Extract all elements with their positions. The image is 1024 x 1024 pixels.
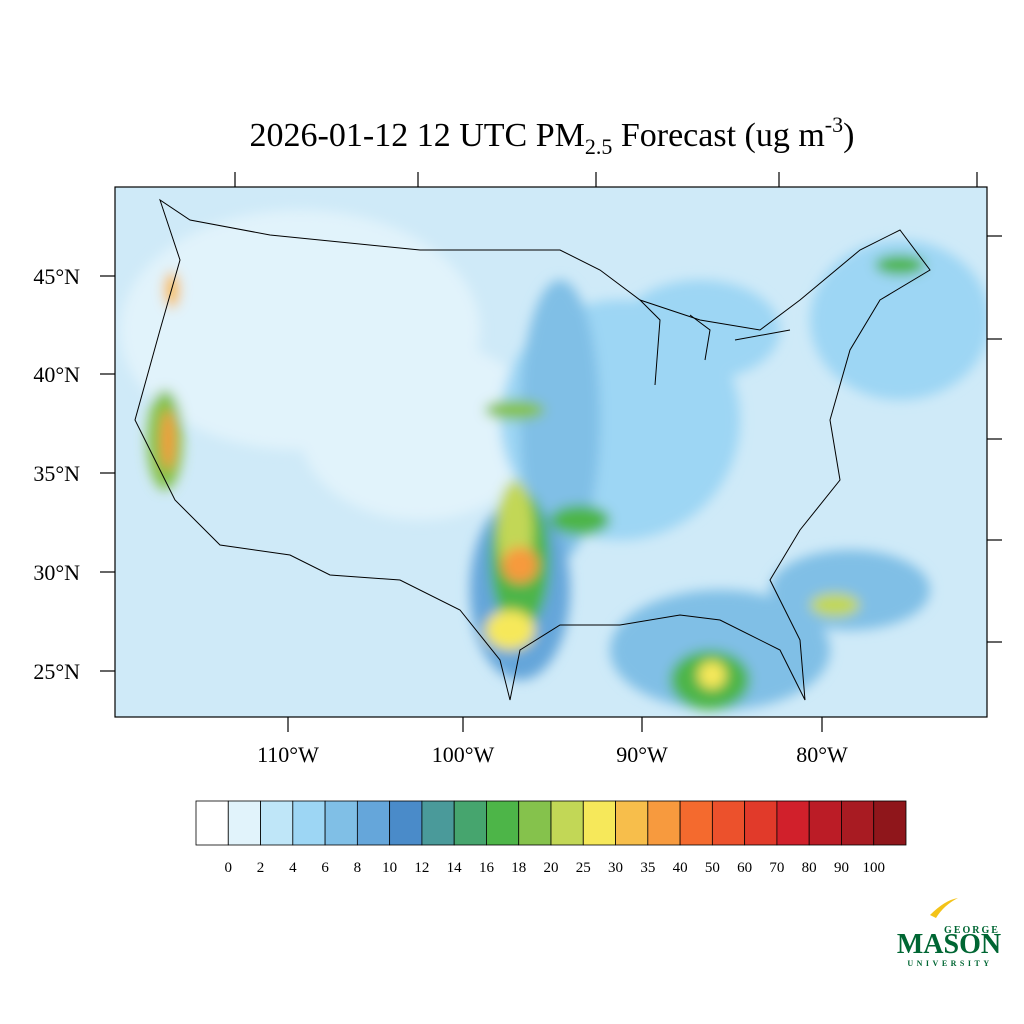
- colorbar-label: 90: [834, 860, 849, 876]
- title-main: 2026-01-12 12 UTC PM: [250, 117, 585, 154]
- colorbar-box: [356, 800, 391, 846]
- colorbar-box: [292, 800, 326, 846]
- colorbar-box: [873, 800, 907, 846]
- colorbar-box: [324, 800, 358, 846]
- map-field: [115, 187, 987, 717]
- logo-top: GEORGE: [944, 925, 1000, 936]
- longitude-label: 80°W: [796, 742, 848, 767]
- colorbar-box: [389, 800, 423, 846]
- colorbar-box: [260, 800, 294, 846]
- map-frame: [114, 186, 988, 718]
- colorbar-label: 100: [862, 860, 885, 876]
- colorbar-box: [550, 800, 584, 846]
- title-superscript: -3: [825, 112, 843, 137]
- logo-name: MASON: [897, 929, 1001, 960]
- colorbar-label: 30: [608, 860, 623, 876]
- colorbar-label: 10: [382, 860, 397, 876]
- colorbar-label: 12: [414, 860, 429, 876]
- colorbar-box: [841, 800, 875, 846]
- colorbar-box: [647, 800, 681, 846]
- colorbar-label: 35: [640, 860, 655, 876]
- colorbar-box: [744, 800, 778, 846]
- colorbar-label: 60: [737, 860, 752, 876]
- colorbar-box: [195, 800, 229, 846]
- colorbar-box: [615, 800, 649, 846]
- latitude-label: 35°N: [33, 461, 80, 486]
- colorbar-box: [808, 800, 842, 846]
- longitude-label: 100°W: [432, 742, 495, 767]
- colorbar-box: [776, 800, 810, 846]
- latitude-label: 40°N: [33, 362, 80, 387]
- colorbar-label: 6: [321, 860, 329, 876]
- colorbar-box: [711, 800, 746, 846]
- map-ticks: [100, 172, 1002, 732]
- title-middle: Forecast (ug m: [612, 117, 824, 154]
- colorbar-label: 2: [257, 860, 265, 876]
- colorbar-box: [518, 800, 552, 846]
- colorbar-box: [486, 800, 520, 846]
- colorbar-box: [421, 800, 455, 846]
- colorbar-box: [679, 800, 713, 846]
- longitude-label: 110°W: [257, 742, 319, 767]
- latitude-label: 30°N: [33, 560, 80, 585]
- colorbar-box: [453, 800, 487, 846]
- longitude-label: 90°W: [616, 742, 668, 767]
- colorbar-label: 0: [225, 860, 233, 876]
- colorbar-box: [227, 800, 261, 846]
- logo-bottom: UNIVERSITY: [907, 959, 992, 968]
- colorbar-label: 20: [544, 860, 559, 876]
- colorbar-label: 40: [673, 860, 688, 876]
- colorbar-label: 70: [769, 860, 784, 876]
- title-subscript: 2.5: [585, 134, 613, 159]
- colorbar-label: 14: [447, 860, 463, 876]
- latitude-label: 45°N: [33, 264, 80, 289]
- colorbar-box: [582, 800, 616, 846]
- colorbar-label: 18: [511, 860, 526, 876]
- colorbar-label: 4: [289, 860, 297, 876]
- colorbar-label: 16: [479, 860, 495, 876]
- title: 2026-01-12 12 UTC PM2.5 Forecast (ug m-3…: [250, 112, 855, 159]
- colorbar-label: 50: [705, 860, 720, 876]
- colorbar-label: 8: [354, 860, 362, 876]
- logo: GEORGE MASON UNIVERSITY: [897, 898, 1001, 968]
- colorbar-label: 80: [802, 860, 817, 876]
- title-end: ): [843, 117, 854, 154]
- latitude-label: 25°N: [33, 659, 80, 684]
- colorbar-label: 25: [576, 860, 591, 876]
